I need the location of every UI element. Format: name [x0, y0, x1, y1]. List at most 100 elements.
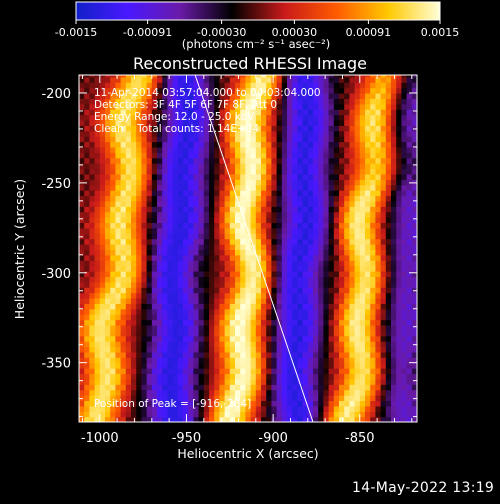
heatmap-cell [162, 98, 168, 105]
heatmap-cell [323, 389, 330, 396]
heatmap-cell [141, 314, 148, 321]
heatmap-cell [344, 362, 350, 369]
heatmap-cell [157, 217, 163, 224]
heatmap-cell [183, 314, 189, 321]
heatmap-cell [255, 400, 262, 407]
heatmap-cell [359, 141, 366, 148]
heatmap-cell [385, 346, 392, 353]
heatmap-cell [79, 341, 85, 348]
heatmap-cell [313, 238, 319, 245]
heatmap-cell [219, 87, 226, 94]
heatmap-cell [245, 297, 252, 304]
heatmap-cell [391, 173, 397, 180]
heatmap-cell [297, 335, 304, 342]
heatmap-cell [235, 373, 241, 380]
heatmap-cell [318, 335, 324, 342]
heatmap-cell [307, 227, 314, 234]
heatmap-cell [235, 222, 241, 229]
heatmap-cell [297, 378, 304, 385]
heatmap-cell [250, 76, 257, 83]
heatmap-cell [385, 141, 392, 148]
heatmap-cell [110, 190, 116, 197]
heatmap-cell [318, 168, 324, 175]
heatmap-cell [281, 244, 288, 250]
heatmap-cell [281, 136, 288, 143]
heatmap-cell [99, 405, 106, 412]
heatmap-cell [94, 168, 101, 175]
heatmap-cell [339, 125, 345, 132]
heatmap-cell [323, 136, 330, 143]
heatmap-cell [89, 314, 96, 321]
heatmap-cell [349, 270, 356, 277]
heatmap-cell [396, 125, 402, 132]
heatmap-cell [328, 249, 335, 256]
heatmap-cell [235, 92, 241, 99]
heatmap-cell [94, 184, 101, 191]
heatmap-cell [172, 136, 179, 143]
heatmap-cell [172, 238, 179, 245]
heatmap-cell [235, 270, 241, 277]
heatmap-cell [188, 330, 194, 337]
heatmap-cell [333, 168, 340, 175]
heatmap-cell [136, 411, 142, 418]
heatmap-cell [157, 362, 163, 369]
heatmap-cell [354, 373, 361, 380]
heatmap-cell [240, 76, 246, 83]
heatmap-cell [120, 222, 127, 229]
heatmap-cell [193, 308, 200, 315]
heatmap-cell [318, 244, 324, 250]
heatmap-cell [380, 303, 387, 310]
heatmap-cell [302, 308, 309, 315]
heatmap-cell [120, 395, 127, 402]
heatmap-cell [328, 173, 335, 180]
heatmap-cell [302, 378, 309, 385]
heatmap-cell [328, 211, 335, 218]
heatmap-cell [349, 217, 356, 224]
heatmap-cell [120, 146, 127, 153]
heatmap-cell [297, 395, 304, 402]
heatmap-cell [255, 254, 262, 261]
heatmap-cell [198, 362, 205, 369]
heatmap-cell [115, 303, 122, 310]
heatmap-cell [209, 405, 215, 412]
heatmap-cell [365, 357, 371, 364]
heatmap-cell [214, 270, 220, 277]
heatmap-cell [323, 152, 330, 159]
heatmap-cell [162, 373, 168, 380]
heatmap-cell [255, 146, 262, 153]
annotation-clean-counts: Clean Total counts: 1.14E+04 [94, 123, 259, 135]
heatmap-cell [240, 119, 246, 126]
heatmap-cell [240, 357, 246, 364]
heatmap-cell [89, 330, 96, 337]
heatmap-cell [219, 308, 226, 315]
heatmap-cell [198, 238, 205, 245]
heatmap-cell [188, 416, 194, 422]
heatmap-cell [406, 92, 413, 99]
heatmap-cell [99, 346, 106, 353]
heatmap-cell [385, 265, 392, 272]
heatmap-cell [235, 254, 241, 261]
heatmap-cell [375, 206, 382, 213]
heatmap-cell [328, 341, 335, 348]
heatmap-cell [209, 75, 215, 78]
heatmap-cell [261, 319, 267, 326]
heatmap-cell [339, 287, 345, 294]
heatmap-cell [240, 335, 246, 342]
heatmap-cell [266, 384, 272, 391]
heatmap-cell [276, 314, 283, 321]
heatmap-cell [344, 109, 350, 116]
heatmap-cell [193, 341, 200, 348]
heatmap-cell [391, 362, 397, 369]
heatmap-cell [224, 351, 231, 358]
heatmap-cell [84, 314, 90, 321]
heatmap-cell [224, 109, 231, 116]
heatmap-cell [110, 238, 116, 245]
heatmap-cell [266, 297, 272, 304]
heatmap-cell [313, 244, 319, 250]
heatmap-cell [313, 303, 319, 310]
heatmap-cell [333, 411, 340, 418]
heatmap-cell [157, 314, 163, 321]
heatmap-cell [136, 206, 142, 213]
heatmap-cell [94, 384, 101, 391]
heatmap-cell [151, 287, 158, 294]
